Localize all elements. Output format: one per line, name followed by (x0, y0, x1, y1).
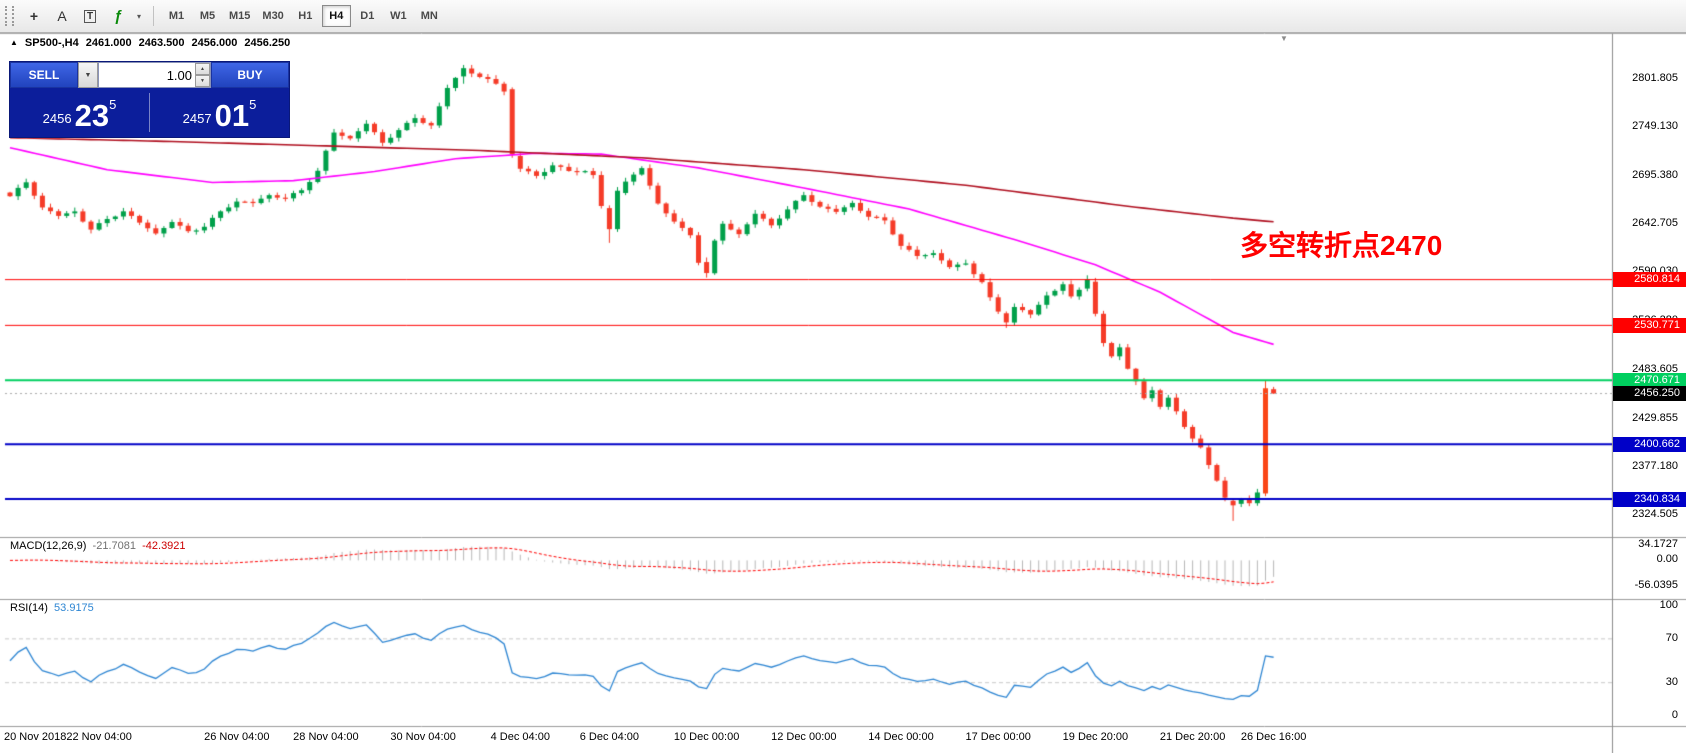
price-axis-tick: 2695.380 (1632, 168, 1678, 181)
time-axis-label: 17 Dec 00:00 (965, 731, 1031, 743)
time-axis-label: 19 Dec 20:00 (1062, 731, 1129, 743)
macd-signal-value: -42.3921 (142, 540, 186, 552)
chevron-down-icon: ▼ (84, 71, 92, 79)
text-annotation-icon: A (57, 8, 67, 24)
rsi-name: RSI(14) (10, 602, 48, 614)
spin-down-icon: ▼ (200, 77, 205, 84)
rsi-label: RSI(14) 53.9175 (10, 602, 94, 614)
toolbar-grip[interactable] (5, 6, 14, 26)
rsi-scale-value: 70 (1665, 631, 1678, 644)
price-axis-tick: 2324.505 (1632, 508, 1678, 521)
time-axis-label: 26 Nov 04:00 (204, 731, 270, 743)
time-axis-label: 26 Dec 16:00 (1240, 731, 1307, 743)
buy-price-sup: 5 (249, 97, 257, 112)
top-toolbar: + A T ƒ ▾ M1 M5 M15 M30 H1 H4 D1 W1 MN (0, 0, 1686, 33)
buy-button[interactable]: BUY (211, 62, 289, 88)
trend-annotation-text: 多空转折点2470 (1240, 230, 1443, 261)
level-price-badge: 2470.671 (1613, 372, 1686, 388)
time-axis-label: 22 Nov 04:00 (66, 731, 132, 743)
sell-button[interactable]: SELL (10, 62, 78, 88)
level-price-badge: 2580.814 (1613, 272, 1686, 288)
time-axis-label: 14 Dec 00:00 (868, 731, 934, 743)
time-axis-label: 28 Nov 04:00 (293, 731, 359, 743)
time-axis-label: 30 Nov 04:00 (390, 731, 456, 743)
bar-high: 2463.500 (138, 37, 185, 49)
time-axis-label: 10 Dec 00:00 (673, 731, 740, 743)
volume-spin-down-button[interactable]: ▼ (195, 75, 210, 87)
level-price-badge: 2530.771 (1613, 317, 1686, 333)
price-axis-tick: 2377.180 (1632, 459, 1678, 472)
macd-scale-value: 0.00 (1656, 553, 1678, 566)
time-axis-label: 20 Nov 2018 (4, 731, 67, 743)
spin-up-icon: ▲ (200, 65, 205, 72)
macd-scale-value: -56.0395 (1634, 578, 1678, 591)
indicators-dropdown-button[interactable]: ▾ (133, 4, 145, 28)
text-label-icon: T (83, 9, 97, 23)
timeframe-mn[interactable]: MN (415, 5, 444, 27)
indicators-icon: ƒ (113, 7, 123, 25)
buy-price-small: 2457 (182, 111, 212, 126)
symbol-name: SP500-,H4 (24, 37, 79, 49)
sell-price-sup: 5 (109, 97, 117, 112)
timeframe-d1[interactable]: D1 (353, 5, 382, 27)
volume-input[interactable] (99, 63, 195, 87)
timeframe-m5[interactable]: M5 (193, 5, 222, 27)
time-axis-label: 6 Dec 04:00 (579, 731, 640, 743)
price-axis-tick: 2749.130 (1632, 119, 1678, 132)
macd-name: MACD(12,26,9) (10, 540, 87, 552)
macd-label: MACD(12,26,9) -21.7081 -42.3921 (10, 540, 186, 552)
price-divider (149, 93, 150, 132)
volume-field: ▲ ▼ (98, 62, 211, 88)
one-click-trading-panel: SELL ▼ ▲ ▼ BUY 2456 23 5 2457 01 (9, 61, 290, 138)
time-axis-label: 12 Dec 00:00 (771, 731, 837, 743)
sell-price[interactable]: 2456 23 5 (10, 88, 149, 137)
time-axis-label: 4 Dec 04:00 (490, 731, 550, 743)
toolbar-separator (153, 6, 154, 26)
text-label-button[interactable]: T (77, 4, 103, 28)
crosshair-button[interactable]: + (21, 4, 47, 28)
indicators-button[interactable]: ƒ (105, 4, 131, 28)
symbol-marker-icon: ▲ (10, 38, 18, 47)
rsi-scale-value: 0 (1671, 708, 1678, 721)
crosshair-icon: + (29, 8, 39, 24)
timeframe-m15[interactable]: M15 (224, 5, 255, 27)
rsi-value: 53.9175 (54, 602, 94, 614)
price-axis-tick: 2483.605 (1632, 362, 1678, 375)
bar-close: 2456.250 (244, 37, 291, 49)
sell-price-big: 23 (74, 97, 110, 133)
text-annotation-button[interactable]: A (49, 4, 75, 28)
chart-shift-marker-icon[interactable]: ▼ (1280, 34, 1288, 43)
macd-main-value: -21.7081 (92, 540, 136, 552)
symbol-ohlc-line: ▲ SP500-,H4 2461.000 2463.500 2456.000 2… (10, 37, 290, 49)
time-axis-label: 21 Dec 20:00 (1159, 731, 1226, 743)
timeframe-h4[interactable]: H4 (321, 5, 351, 27)
price-axis-tick: 2642.705 (1632, 217, 1678, 229)
timeframe-w1[interactable]: W1 (384, 5, 413, 27)
rsi-scale-value: 30 (1665, 675, 1678, 688)
volume-dropdown-button[interactable]: ▼ (78, 62, 98, 88)
macd-scale-value: 34.1727 (1638, 537, 1678, 550)
buy-price[interactable]: 2457 01 5 (150, 88, 289, 137)
chevron-down-icon: ▾ (136, 11, 141, 21)
bar-low: 2456.000 (191, 37, 238, 49)
price-axis-tick: 2801.805 (1632, 71, 1678, 84)
volume-spin-up-button[interactable]: ▲ (195, 63, 210, 75)
timeframe-m30[interactable]: M30 (257, 5, 288, 27)
rsi-scale-value: 100 (1659, 599, 1678, 611)
bar-open: 2461.000 (85, 37, 132, 49)
buy-price-big: 01 (214, 97, 250, 133)
timeframe-m1[interactable]: M1 (162, 5, 191, 27)
current-price-badge: 2456.250 (1613, 386, 1686, 402)
timeframe-h1[interactable]: H1 (291, 5, 320, 27)
sell-price-small: 2456 (42, 111, 72, 126)
level-price-badge: 2400.662 (1613, 436, 1686, 452)
level-price-badge: 2340.834 (1613, 491, 1686, 507)
price-axis-tick: 2429.855 (1632, 411, 1678, 424)
